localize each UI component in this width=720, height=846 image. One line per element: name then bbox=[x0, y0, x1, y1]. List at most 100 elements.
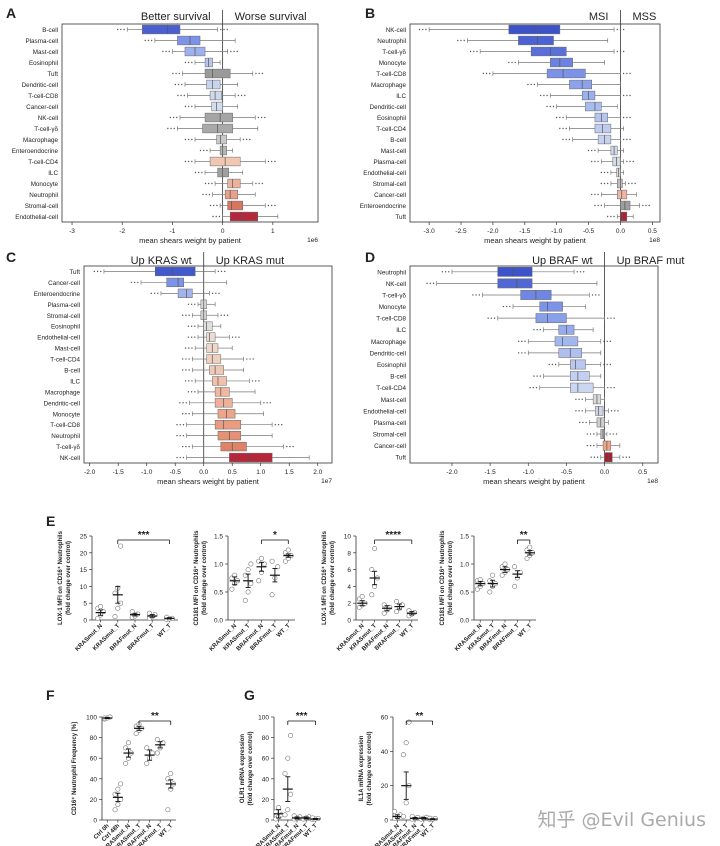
outlier bbox=[597, 160, 599, 163]
x-tick-label: 1 bbox=[271, 228, 275, 235]
data-point bbox=[129, 609, 135, 615]
y-axis-label: IL1A mRNA expression bbox=[359, 735, 365, 801]
outlier bbox=[648, 204, 650, 207]
data-point bbox=[112, 791, 118, 797]
data-point bbox=[394, 599, 400, 605]
outlier bbox=[255, 380, 257, 382]
data-point bbox=[392, 808, 398, 814]
outlier bbox=[185, 369, 187, 371]
outlier bbox=[613, 215, 615, 218]
data-point bbox=[412, 609, 418, 615]
outlier bbox=[610, 386, 612, 389]
outlier bbox=[251, 380, 254, 382]
outlier bbox=[425, 28, 427, 31]
category-label: Neutrophil bbox=[377, 269, 406, 276]
category-label: WT_T bbox=[517, 623, 533, 639]
outlier bbox=[591, 193, 593, 196]
outlier bbox=[191, 61, 193, 64]
y-tick-label: 20 bbox=[381, 783, 389, 790]
outlier bbox=[188, 358, 190, 360]
category-label: Eosinophil bbox=[51, 324, 80, 331]
outlier bbox=[147, 39, 150, 42]
x-axis-label: mean shears weight by patient bbox=[157, 477, 260, 486]
category-label: Macrophage bbox=[45, 389, 81, 396]
y-axis-label: OLR1 mRNA expression bbox=[240, 734, 246, 803]
outlier bbox=[587, 149, 590, 152]
y-tick-label: 40 bbox=[90, 776, 98, 783]
outlier bbox=[578, 410, 580, 412]
outlier bbox=[609, 433, 611, 435]
x-axis-label: mean shears weight by patient bbox=[139, 236, 242, 245]
outlier bbox=[422, 28, 424, 31]
data-point bbox=[256, 578, 262, 584]
data-point bbox=[248, 561, 254, 567]
outlier bbox=[194, 336, 196, 338]
outlier bbox=[191, 380, 193, 382]
outlier bbox=[181, 83, 183, 86]
y-axis-label: (fold change over control) bbox=[367, 731, 373, 805]
outlier bbox=[176, 116, 178, 119]
outlier bbox=[249, 138, 251, 141]
outlier bbox=[168, 50, 170, 53]
significance-label: ** bbox=[520, 530, 528, 541]
outlier bbox=[167, 127, 169, 130]
outlier bbox=[622, 28, 625, 31]
data-point bbox=[282, 812, 288, 818]
outlier bbox=[100, 270, 102, 273]
outlier bbox=[600, 171, 602, 174]
outlier bbox=[593, 433, 595, 435]
outlier bbox=[209, 204, 212, 207]
x-axis-label: mean shears weight by patient bbox=[483, 477, 586, 486]
category-label: T-cell-CD4 bbox=[376, 126, 406, 133]
data-point bbox=[112, 614, 118, 620]
outlier bbox=[120, 28, 122, 31]
category-label: T-cell-CD8 bbox=[28, 93, 58, 100]
panel-b: B MSI MSS NK-cell Neutrophil T-cell-γδ Monocyt… bbox=[360, 5, 661, 245]
data-point bbox=[123, 745, 129, 751]
outlier bbox=[255, 182, 257, 185]
outlier bbox=[539, 329, 542, 331]
box bbox=[212, 376, 227, 386]
outlier bbox=[235, 336, 237, 338]
outlier bbox=[187, 325, 190, 327]
y-tick-label: 10 bbox=[80, 584, 88, 591]
outlier bbox=[586, 433, 589, 435]
outlier bbox=[182, 402, 184, 404]
x-tick-label: 1.5 bbox=[285, 469, 294, 476]
outlier bbox=[478, 294, 480, 296]
outlier bbox=[609, 363, 612, 366]
outlier bbox=[625, 456, 627, 458]
category-label: WT_T bbox=[399, 623, 415, 639]
outlier bbox=[188, 445, 190, 448]
outlier bbox=[559, 127, 561, 130]
category-label: T-cell-CD8 bbox=[376, 71, 406, 78]
category-label: WT_T bbox=[276, 623, 292, 639]
outlier bbox=[211, 182, 213, 185]
outlier bbox=[616, 50, 618, 53]
data-point bbox=[487, 578, 493, 584]
category-label: Plasma-cell bbox=[25, 38, 58, 45]
outlier bbox=[144, 39, 146, 42]
data-point bbox=[123, 760, 129, 766]
outlier bbox=[617, 410, 619, 412]
outlier bbox=[472, 294, 474, 296]
box bbox=[530, 46, 567, 57]
outlier bbox=[508, 61, 510, 64]
outlier bbox=[184, 160, 187, 163]
x-tick-label: -1.5 bbox=[519, 228, 531, 235]
subplot: 0.0 0.5 1.0 1.5 CD181 MFI on CD16⁺ Neutrophi… bbox=[193, 530, 295, 653]
outlier bbox=[173, 127, 175, 130]
outlier bbox=[626, 138, 628, 141]
outlier bbox=[490, 317, 493, 319]
data-point bbox=[369, 567, 375, 573]
category-label: Endothelial-cell bbox=[37, 335, 80, 342]
y-tick-label: 40 bbox=[381, 749, 389, 756]
outlier bbox=[548, 363, 550, 366]
outlier bbox=[184, 138, 187, 141]
outlier bbox=[645, 204, 647, 207]
y-tick-label: 8 bbox=[347, 550, 351, 557]
outlier bbox=[188, 347, 190, 349]
x-tick-label: -1.0 bbox=[551, 228, 563, 235]
